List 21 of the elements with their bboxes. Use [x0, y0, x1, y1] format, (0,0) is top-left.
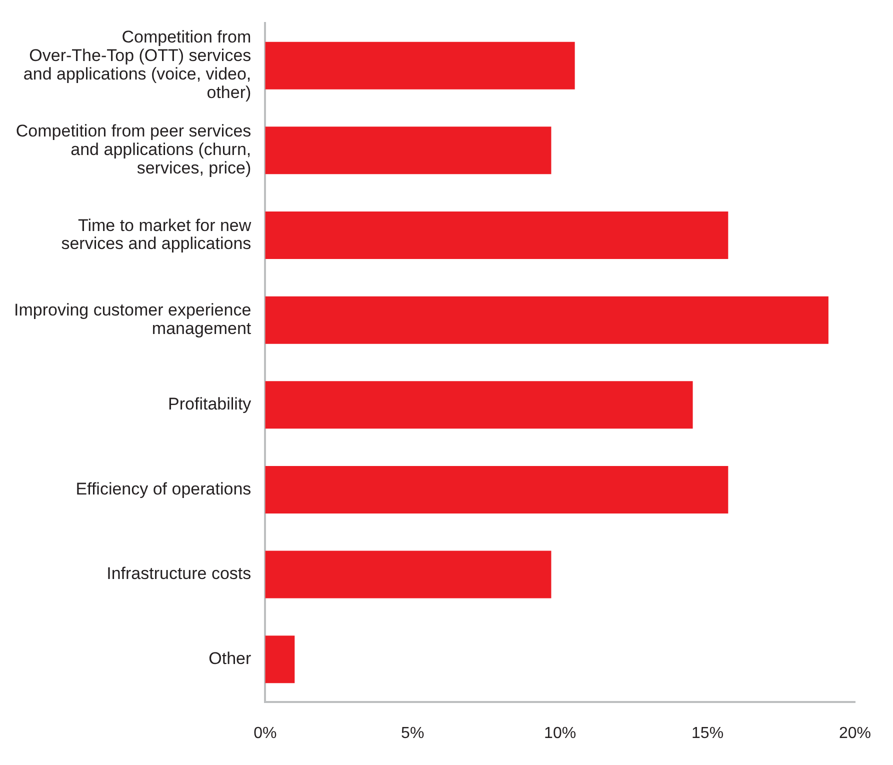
- bar: [265, 550, 552, 598]
- bar: [265, 211, 728, 259]
- y-tick-label: Time to market for new services and applications: [61, 216, 252, 254]
- x-tick-label: 5%: [401, 724, 424, 742]
- x-tick-label: 20%: [838, 724, 872, 742]
- y-tick-label: Other: [208, 649, 252, 668]
- y-tick-label: Infrastructure costs: [106, 564, 252, 584]
- y-tick-label: Efficiency of operations: [76, 479, 252, 498]
- y-tick-label: Improving customer experience management: [14, 300, 252, 338]
- bar: [265, 381, 693, 429]
- y-tick-label: Competition from peer services and applications (churn, services, price): [16, 122, 252, 178]
- bar: [265, 296, 828, 344]
- bar: [265, 636, 295, 684]
- x-tick-label: 10%: [544, 724, 576, 742]
- y-tick-label: Profitability: [168, 394, 252, 414]
- bar: [265, 466, 728, 514]
- x-tick-label: 15%: [692, 724, 724, 742]
- bar: [265, 42, 575, 90]
- y-tick-label: Competition from Over-The-Top (OTT) services and applications (voice, video, other): [23, 28, 252, 102]
- x-tick-label: 0%: [254, 724, 277, 742]
- bar: [265, 126, 552, 174]
